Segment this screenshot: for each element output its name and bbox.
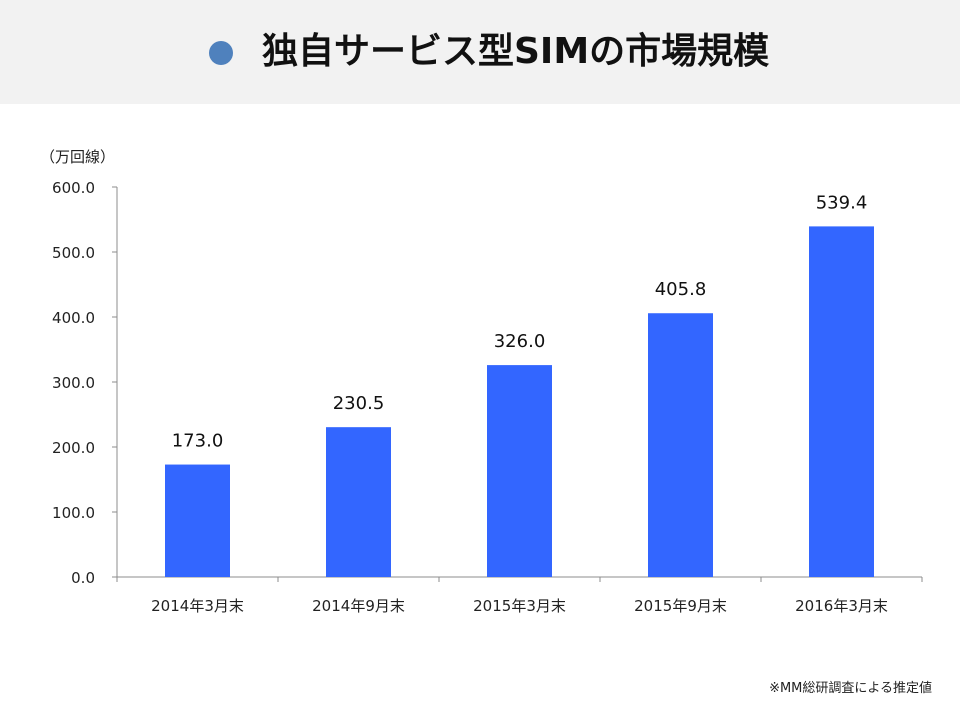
bar-data-label: 405.8 <box>655 279 707 300</box>
y-tick-label: 0.0 <box>71 569 95 587</box>
bar <box>165 464 230 577</box>
x-axis-ticks: 2014年3月末 2014年9月末 2015年3月末 2015年9月末 2016年3月末 <box>116 577 923 615</box>
y-axis-unit-label: （万回線） <box>40 148 116 166</box>
x-category-label: 2014年3月末 <box>151 597 244 615</box>
footnote: ※MM総研調査による推定値 <box>769 681 932 696</box>
bar-data-label: 326.0 <box>494 331 546 352</box>
page-title: 独自サービス型SIMの市場規模 <box>262 31 770 72</box>
bar <box>809 226 874 577</box>
y-tick-label: 100.0 <box>52 504 95 522</box>
bar-data-label: 173.0 <box>172 431 224 452</box>
x-category-label: 2015年9月末 <box>634 597 727 615</box>
y-tick-label: 600.0 <box>52 179 95 197</box>
x-category-label: 2014年9月末 <box>312 597 405 615</box>
x-category-label: 2015年3月末 <box>473 597 566 615</box>
title-band: 独自サービス型SIMの市場規模 <box>0 0 960 104</box>
y-tick-label: 500.0 <box>52 244 95 262</box>
bar-data-label: 539.4 <box>816 192 868 213</box>
data-labels: 173.0 230.5 326.0 405.8 539.4 <box>172 192 868 451</box>
bars <box>165 226 874 577</box>
bar-data-label: 230.5 <box>333 393 385 414</box>
title-bullet-icon <box>209 41 233 65</box>
bar <box>326 427 391 577</box>
x-category-label: 2016年3月末 <box>795 597 888 615</box>
bar <box>648 313 713 577</box>
y-tick-label: 400.0 <box>52 309 95 327</box>
y-tick-label: 200.0 <box>52 439 95 457</box>
bar <box>487 365 552 577</box>
y-tick-label: 300.0 <box>52 374 95 392</box>
y-axis-ticks: 0.0 100.0 200.0 300.0 400.0 500.0 600.0 <box>52 179 117 587</box>
